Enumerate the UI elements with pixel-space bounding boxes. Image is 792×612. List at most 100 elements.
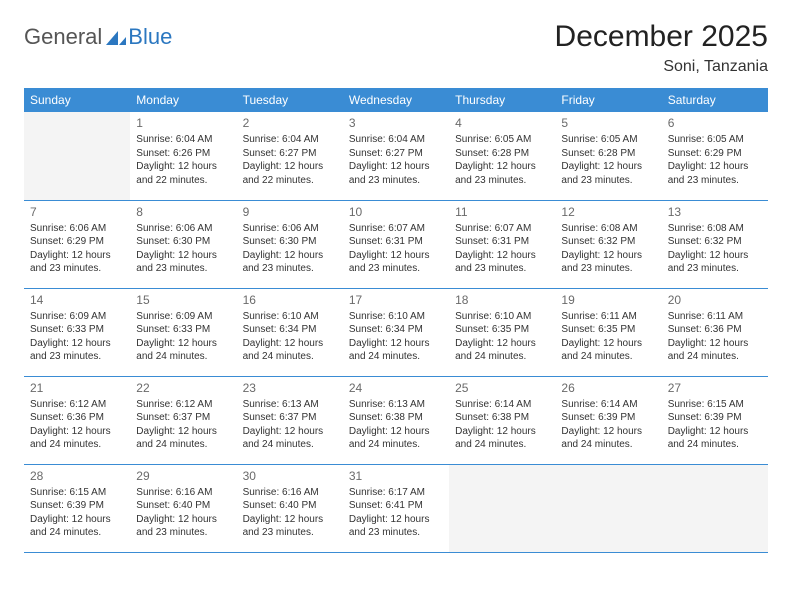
weekday-header: Tuesday	[237, 88, 343, 112]
daylight-text: Daylight: 12 hours and 23 minutes.	[30, 249, 124, 276]
day-cell: 18Sunrise: 6:10 AMSunset: 6:35 PMDayligh…	[449, 288, 555, 376]
daylight-text: Daylight: 12 hours and 23 minutes.	[243, 249, 337, 276]
day-number: 15	[136, 292, 230, 308]
day-number: 28	[30, 468, 124, 484]
day-number: 14	[30, 292, 124, 308]
weekday-header: Saturday	[662, 88, 768, 112]
sunrise-text: Sunrise: 6:15 AM	[30, 486, 124, 500]
day-number: 18	[455, 292, 549, 308]
sunrise-text: Sunrise: 6:07 AM	[455, 222, 549, 236]
sunset-text: Sunset: 6:26 PM	[136, 147, 230, 161]
calendar-week-row: 14Sunrise: 6:09 AMSunset: 6:33 PMDayligh…	[24, 288, 768, 376]
weekday-header: Monday	[130, 88, 236, 112]
day-number: 12	[561, 204, 655, 220]
day-number: 27	[668, 380, 762, 396]
daylight-text: Daylight: 12 hours and 22 minutes.	[136, 160, 230, 187]
weekday-header: Thursday	[449, 88, 555, 112]
day-number: 29	[136, 468, 230, 484]
sunset-text: Sunset: 6:36 PM	[668, 323, 762, 337]
daylight-text: Daylight: 12 hours and 23 minutes.	[136, 249, 230, 276]
page-header: General Blue December 2025 Soni, Tanzani…	[24, 20, 768, 76]
calendar-week-row: 21Sunrise: 6:12 AMSunset: 6:36 PMDayligh…	[24, 376, 768, 464]
day-number: 5	[561, 115, 655, 131]
sunset-text: Sunset: 6:39 PM	[30, 499, 124, 513]
day-number: 23	[243, 380, 337, 396]
calendar-week-row: 7Sunrise: 6:06 AMSunset: 6:29 PMDaylight…	[24, 200, 768, 288]
day-number: 6	[668, 115, 762, 131]
sunset-text: Sunset: 6:39 PM	[561, 411, 655, 425]
sunset-text: Sunset: 6:29 PM	[30, 235, 124, 249]
sunrise-text: Sunrise: 6:14 AM	[455, 398, 549, 412]
day-cell: 31Sunrise: 6:17 AMSunset: 6:41 PMDayligh…	[343, 464, 449, 552]
day-cell: 10Sunrise: 6:07 AMSunset: 6:31 PMDayligh…	[343, 200, 449, 288]
day-cell: 6Sunrise: 6:05 AMSunset: 6:29 PMDaylight…	[662, 112, 768, 200]
daylight-text: Daylight: 12 hours and 23 minutes.	[561, 249, 655, 276]
weekday-header: Friday	[555, 88, 661, 112]
sunset-text: Sunset: 6:34 PM	[243, 323, 337, 337]
day-cell: 23Sunrise: 6:13 AMSunset: 6:37 PMDayligh…	[237, 376, 343, 464]
daylight-text: Daylight: 12 hours and 23 minutes.	[455, 160, 549, 187]
day-number: 22	[136, 380, 230, 396]
sunset-text: Sunset: 6:27 PM	[349, 147, 443, 161]
daylight-text: Daylight: 12 hours and 23 minutes.	[30, 337, 124, 364]
daylight-text: Daylight: 12 hours and 24 minutes.	[668, 425, 762, 452]
day-number: 24	[349, 380, 443, 396]
day-cell: 3Sunrise: 6:04 AMSunset: 6:27 PMDaylight…	[343, 112, 449, 200]
day-number: 30	[243, 468, 337, 484]
daylight-text: Daylight: 12 hours and 24 minutes.	[561, 425, 655, 452]
sunset-text: Sunset: 6:30 PM	[243, 235, 337, 249]
day-cell: 7Sunrise: 6:06 AMSunset: 6:29 PMDaylight…	[24, 200, 130, 288]
logo-text-general: General	[24, 24, 102, 50]
calendar-table: SundayMondayTuesdayWednesdayThursdayFrid…	[24, 88, 768, 553]
sunrise-text: Sunrise: 6:05 AM	[561, 133, 655, 147]
sunrise-text: Sunrise: 6:04 AM	[136, 133, 230, 147]
sunset-text: Sunset: 6:40 PM	[136, 499, 230, 513]
day-number: 2	[243, 115, 337, 131]
day-cell: 12Sunrise: 6:08 AMSunset: 6:32 PMDayligh…	[555, 200, 661, 288]
daylight-text: Daylight: 12 hours and 24 minutes.	[455, 337, 549, 364]
day-cell: 2Sunrise: 6:04 AMSunset: 6:27 PMDaylight…	[237, 112, 343, 200]
day-cell: 26 Sunrise: 6:14 AMSunset: 6:39 PMDayligh…	[555, 376, 661, 464]
sunrise-text: Sunrise: 6:13 AM	[349, 398, 443, 412]
daylight-text: Daylight: 12 hours and 24 minutes.	[136, 425, 230, 452]
daylight-text: Daylight: 12 hours and 23 minutes.	[349, 249, 443, 276]
day-number: 10	[349, 204, 443, 220]
day-number: 26	[561, 380, 655, 396]
day-number: 17	[349, 292, 443, 308]
day-cell: 30Sunrise: 6:16 AMSunset: 6:40 PMDayligh…	[237, 464, 343, 552]
day-cell: 8Sunrise: 6:06 AMSunset: 6:30 PMDaylight…	[130, 200, 236, 288]
daylight-text: Daylight: 12 hours and 24 minutes.	[349, 425, 443, 452]
sunset-text: Sunset: 6:36 PM	[30, 411, 124, 425]
daylight-text: Daylight: 12 hours and 23 minutes.	[243, 513, 337, 540]
sunrise-text: Sunrise: 6:14 AM	[561, 398, 655, 412]
day-number: 8	[136, 204, 230, 220]
empty-day-cell	[449, 464, 555, 552]
daylight-text: Daylight: 12 hours and 24 minutes.	[30, 513, 124, 540]
sunrise-text: Sunrise: 6:17 AM	[349, 486, 443, 500]
logo: General Blue	[24, 24, 172, 50]
sunrise-text: Sunrise: 6:08 AM	[561, 222, 655, 236]
daylight-text: Daylight: 12 hours and 23 minutes.	[136, 513, 230, 540]
sunset-text: Sunset: 6:39 PM	[668, 411, 762, 425]
day-cell: 24Sunrise: 6:13 AMSunset: 6:38 PMDayligh…	[343, 376, 449, 464]
sunrise-text: Sunrise: 6:05 AM	[668, 133, 762, 147]
day-cell: 16Sunrise: 6:10 AMSunset: 6:34 PMDayligh…	[237, 288, 343, 376]
sunset-text: Sunset: 6:33 PM	[30, 323, 124, 337]
sunrise-text: Sunrise: 6:15 AM	[668, 398, 762, 412]
sunset-text: Sunset: 6:28 PM	[455, 147, 549, 161]
sunset-text: Sunset: 6:35 PM	[455, 323, 549, 337]
day-cell: 27 Sunrise: 6:15 AMSunset: 6:39 PMDayligh…	[662, 376, 768, 464]
day-cell: 5Sunrise: 6:05 AMSunset: 6:28 PMDaylight…	[555, 112, 661, 200]
day-cell: 1 Sunrise: 6:04 AMSunset: 6:26 PMDaylight…	[130, 112, 236, 200]
day-cell: 28 Sunrise: 6:15 AMSunset: 6:39 PMDayligh…	[24, 464, 130, 552]
sunset-text: Sunset: 6:31 PM	[455, 235, 549, 249]
day-number: 20	[668, 292, 762, 308]
daylight-text: Daylight: 12 hours and 23 minutes.	[349, 160, 443, 187]
daylight-text: Daylight: 12 hours and 24 minutes.	[243, 337, 337, 364]
sunset-text: Sunset: 6:37 PM	[243, 411, 337, 425]
sunset-text: Sunset: 6:31 PM	[349, 235, 443, 249]
day-number: 1	[136, 115, 230, 131]
day-cell: 29Sunrise: 6:16 AMSunset: 6:40 PMDayligh…	[130, 464, 236, 552]
calendar-week-row: 1Sunrise: 6:04 AMSunset: 6:26 PMDaylight…	[24, 112, 768, 200]
daylight-text: Daylight: 12 hours and 24 minutes.	[30, 425, 124, 452]
